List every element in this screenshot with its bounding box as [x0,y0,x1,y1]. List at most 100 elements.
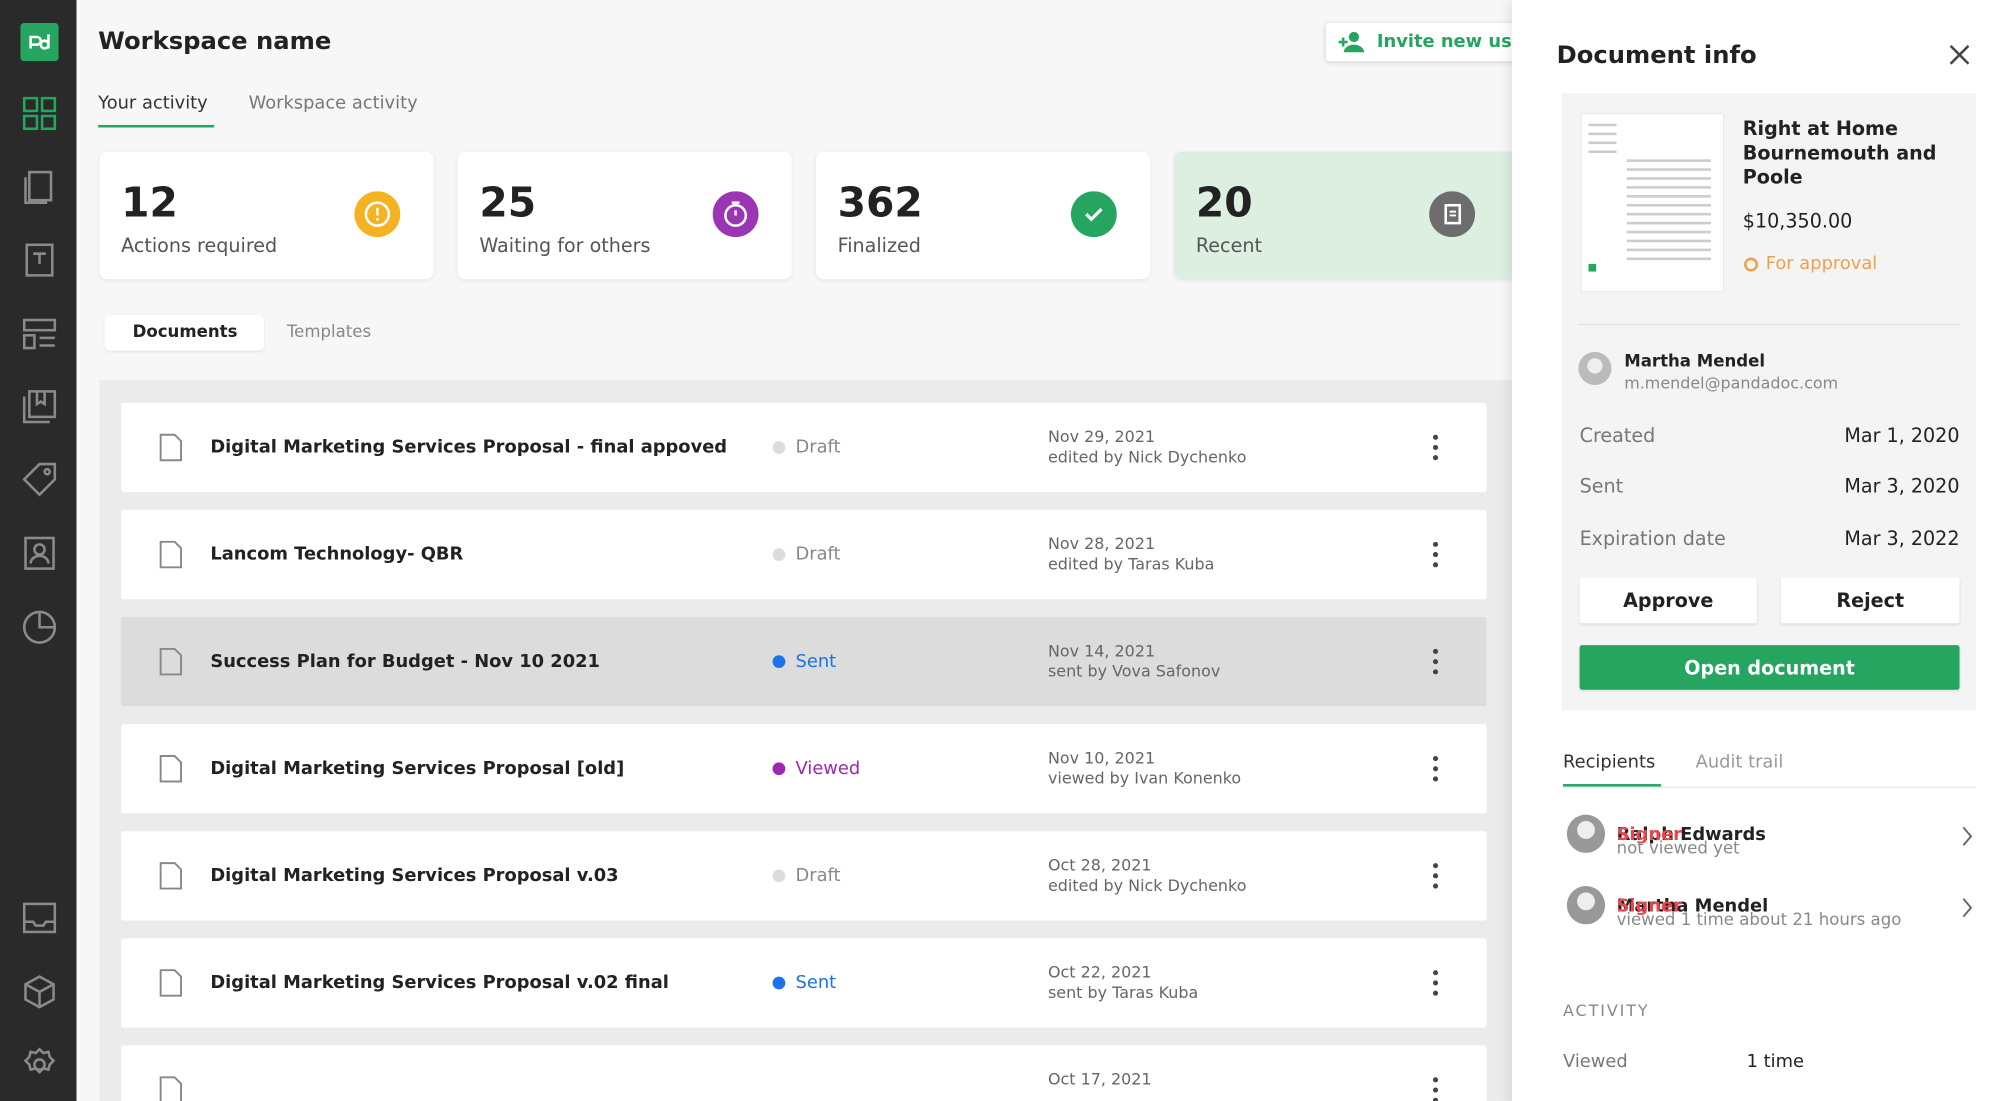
document-icon-svg [159,755,182,783]
status-ring [1744,257,1759,272]
document-row[interactable]: Lancom Technology- QBR Draft Nov 28, 2021 e… [121,509,1487,600]
approve-button[interactable]: Approve [1579,577,1757,624]
document-icon-svg [159,540,182,569]
nav-inbox-svg [22,902,57,934]
document-by: edited by Nick Dychenko [1047,875,1247,895]
document-date: Nov 14, 2021 [1047,640,1156,661]
nav-integrations[interactable] [22,974,58,1010]
nav-reports[interactable] [22,609,58,645]
document-status: Sent [795,972,837,994]
document-title: Digital Marketing Services Proposal [old… [210,758,625,779]
detail-value: Mar 3, 2022 [1844,527,1960,551]
document-row[interactable]: Digital Marketing Services Proposal [old… [121,724,1487,814]
recipient-avatar [1566,885,1607,926]
document-by: edited by Taras Kuba [1047,554,1215,574]
document-status: For approval [1765,253,1878,275]
tab-recipients[interactable]: Recipients [1563,752,1656,773]
invite-button[interactable]: Invite new use [1325,22,1543,62]
recipient-chevron[interactable] [1961,826,1974,846]
nav-dashboard[interactable] [22,96,58,132]
recipient-status: viewed 1 time about 21 hours ago [1616,910,1902,931]
recipient-chevron[interactable] [1961,898,1974,918]
document-row[interactable]: Digital Marketing Services Proposal - fi… [121,402,1487,493]
invite-label: Invite new use [1376,31,1524,53]
document-row[interactable]: Digital Marketing Services Proposal v.02… [121,938,1487,1028]
recipient-avatar [1566,813,1607,854]
stat-card[interactable]: 20 Recent [1174,151,1557,280]
workspace-title: Workspace name [98,27,332,56]
stat-icon [1070,191,1117,238]
stat-icon [1429,191,1476,238]
recipient-chevron-svg [1962,826,1973,846]
nav-templates-svg [25,243,54,277]
document-row[interactable]: Oct 17, 2021 [121,1045,1487,1101]
row-menu[interactable] [1429,862,1442,890]
document-icon-svg [159,433,182,462]
document-row[interactable]: Success Plan for Budget - Nov 10 2021 Sen… [121,617,1487,707]
owner-avatar-svg [1578,351,1612,386]
status-dot [772,548,786,561]
recipient-role: Signer [1616,824,1682,846]
nav-settings[interactable] [22,1047,58,1083]
recipient-avatar-svg [1566,886,1606,925]
activity-value: 1 time [1746,1051,1804,1073]
document-icon-svg [159,969,182,997]
document-icon [159,755,182,783]
open-document-button-label: Open document [1684,655,1855,679]
row-menu[interactable] [1429,969,1442,997]
document-date: Oct 22, 2021 [1047,962,1152,982]
stat-card[interactable]: 362 Finalized [815,151,1150,280]
tab-workspace-activity[interactable]: Workspace activity [248,93,418,114]
logo[interactable] [20,22,59,62]
subtab-active-bg [104,314,264,351]
status-dot [772,976,786,990]
document-status: Viewed [795,758,861,779]
row-menu[interactable] [1429,433,1442,461]
activity-heading: ACTIVITY [1563,1000,1650,1020]
row-menu-svg [1432,434,1439,461]
recipient-name: Martha Mendel [1616,896,1769,917]
nav-catalog[interactable] [22,462,58,498]
stat-icon-svg [1070,191,1117,238]
open-document-button[interactable]: Open document [1579,645,1960,690]
stat-card[interactable]: 25 Waiting for others [457,151,792,280]
subtab-templates[interactable]: Templates [286,323,372,343]
status-dot [772,655,786,669]
document-by: viewed by Ivan Konenko [1047,768,1242,788]
row-menu-svg [1432,541,1439,568]
nav-templates[interactable] [22,242,58,278]
detail-label: Expiration date [1579,527,1726,551]
detail-value: Mar 1, 2020 [1844,423,1960,447]
subtab-documents[interactable]: Documents [132,323,238,343]
recipient-avatar-svg [1566,814,1606,853]
stat-label: Actions required [121,233,278,257]
document-date: Oct 28, 2021 [1047,855,1152,875]
stat-number: 12 [121,178,178,227]
detail-value: Mar 3, 2020 [1844,474,1960,498]
nav-inbox[interactable] [22,900,58,936]
tab-underline [1563,784,1662,787]
stat-label: Finalized [837,233,921,257]
document-date: Nov 10, 2021 [1047,748,1156,768]
row-menu[interactable] [1429,755,1442,783]
row-menu[interactable] [1429,648,1442,676]
document-row[interactable]: Digital Marketing Services Proposal v.03… [121,831,1487,921]
nav-documents[interactable] [22,170,58,206]
row-menu[interactable] [1429,541,1442,569]
tab-your-activity[interactable]: Your activity [98,93,208,114]
nav-dashboard-svg [22,96,57,131]
document-by: edited by Nick Dychenko [1047,447,1247,467]
row-menu[interactable] [1429,1076,1442,1101]
row-menu-svg [1432,863,1439,889]
nav-forms[interactable] [22,316,58,352]
reject-button[interactable]: Reject [1781,577,1960,624]
tab-audit-trail[interactable]: Audit trail [1695,752,1784,773]
detail-label: Sent [1579,474,1624,498]
stat-card[interactable]: 12 Actions required [99,151,434,280]
close-button[interactable] [1949,44,1970,65]
document-by: sent by Vova Safonov [1047,661,1221,681]
nav-contacts[interactable] [22,535,58,571]
nav-library[interactable] [22,389,58,425]
